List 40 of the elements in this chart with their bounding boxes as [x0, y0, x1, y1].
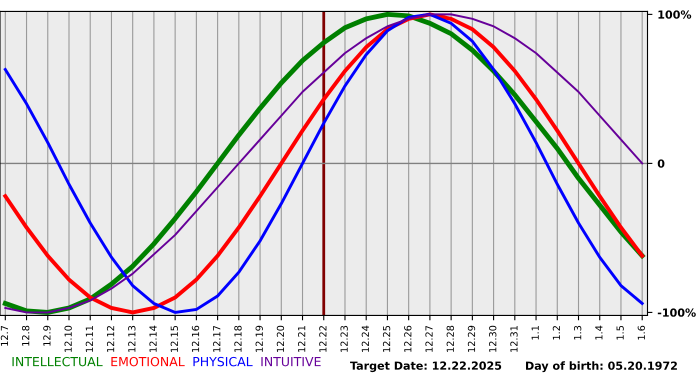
x-tick-label: 12.7	[0, 326, 8, 346]
x-tick-label: 12.28	[446, 326, 454, 352]
x-tick-label: 1.2	[552, 326, 560, 340]
x-tick-label: 12.21	[298, 326, 306, 352]
x-tick-label: 12.19	[256, 326, 263, 352]
x-tick-label: 12.12	[106, 326, 114, 352]
x-tick-label: 12.18	[234, 326, 242, 352]
x-tick-label: 12.31	[510, 326, 518, 352]
text: EMOTIONAL	[111, 356, 185, 366]
y-tick-label: 100%	[658, 10, 692, 19]
x-tick-label: 12.29	[468, 326, 476, 352]
x-tick-label: 12.24	[362, 326, 369, 352]
x-tick-label: 12.30	[489, 326, 496, 352]
y-tick-label: 0	[658, 159, 664, 168]
x-tick-label: 1.4	[595, 326, 602, 340]
x-tick-label: 1.3	[574, 326, 582, 340]
x-tick-label: 12.14	[149, 326, 157, 352]
x-tick-label: 1.1	[532, 326, 539, 340]
y-tick-label: -100%	[658, 308, 696, 317]
x-tick-label: 12.9	[43, 326, 51, 346]
x-tick-label: 12.25	[382, 326, 390, 352]
x-tick-label: 12.10	[64, 326, 72, 352]
x-tick-label: 12.26	[404, 326, 412, 352]
x-tick-label: 12.27	[425, 326, 433, 352]
text: PHYSICAL	[193, 356, 253, 366]
x-tick-label: 12.16	[192, 326, 200, 352]
x-tick-label: 12.15	[170, 326, 178, 352]
x-tick-label: 12.13	[128, 326, 136, 352]
x-tick-label: 12.17	[213, 326, 220, 352]
x-tick-label: 12.20	[276, 326, 284, 352]
x-tick-label: 12.11	[86, 326, 93, 352]
x-tick-label: 1.6	[638, 326, 646, 340]
text: INTUITIVE	[261, 357, 321, 366]
text: Target Date: 12.22.2025	[350, 361, 502, 372]
x-tick-label: 12.22	[319, 326, 326, 352]
x-tick-label: 12.23	[340, 326, 348, 352]
x-tick-label: 1.5	[616, 326, 624, 340]
x-tick-label: 12.8	[22, 326, 30, 346]
text: INTELLECTUAL	[12, 356, 103, 366]
text: Day of birth: 05.20.1972	[526, 361, 677, 372]
